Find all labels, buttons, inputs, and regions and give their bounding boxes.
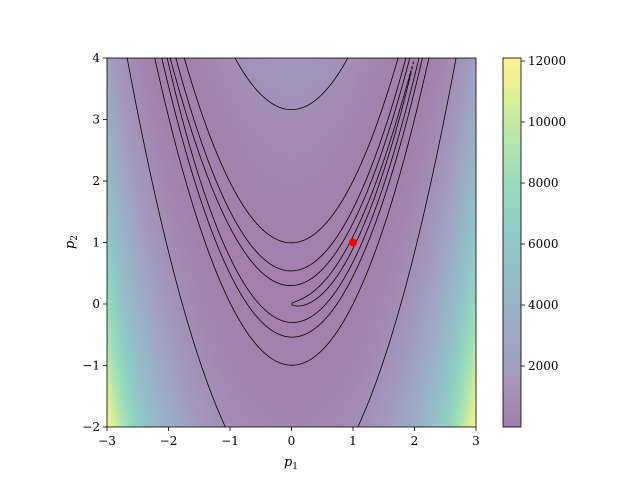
contour-level (154, 58, 430, 366)
tick-label: −1 (82, 359, 100, 373)
contour-level (166, 58, 420, 323)
y-axis-label: p2 (63, 235, 80, 249)
colorbar-frame (502, 57, 522, 428)
tick-label: 4000 (528, 298, 559, 312)
tick-label: 8000 (528, 176, 559, 190)
tick-label: 1 (92, 236, 100, 250)
contour-level (291, 61, 414, 307)
tick-label: 2000 (528, 359, 559, 373)
contour-level (161, 58, 423, 338)
contour-level (126, 58, 457, 427)
minimum-marker (349, 238, 357, 247)
tick-label: −3 (98, 434, 116, 448)
tick-label: 10000 (528, 115, 566, 129)
tick-label: 3 (472, 434, 480, 448)
tick-label: −1 (221, 434, 239, 448)
tick-label: −2 (82, 420, 100, 434)
tick-label: −2 (160, 434, 178, 448)
colorbar-ticks: 2000 4000 6000 8000 10000 12000 (521, 54, 566, 373)
x-axis-label: p1 (284, 455, 298, 472)
x-axis-ticks: −3 −2 −1 0 1 2 3 (98, 427, 480, 448)
tick-label: 12000 (528, 54, 566, 68)
y-axis-ticks: −2 −1 0 1 2 3 4 (82, 51, 107, 434)
contour-lines (126, 58, 457, 427)
tick-label: 2 (92, 174, 100, 188)
tick-label: 6000 (528, 237, 559, 251)
tick-label: 1 (349, 434, 357, 448)
tick-label: 0 (92, 297, 100, 311)
tick-label: 3 (92, 113, 100, 127)
tick-label: 0 (288, 434, 296, 448)
tick-label: 2 (411, 434, 419, 448)
colorbar (503, 58, 521, 427)
tick-label: 4 (92, 51, 100, 65)
